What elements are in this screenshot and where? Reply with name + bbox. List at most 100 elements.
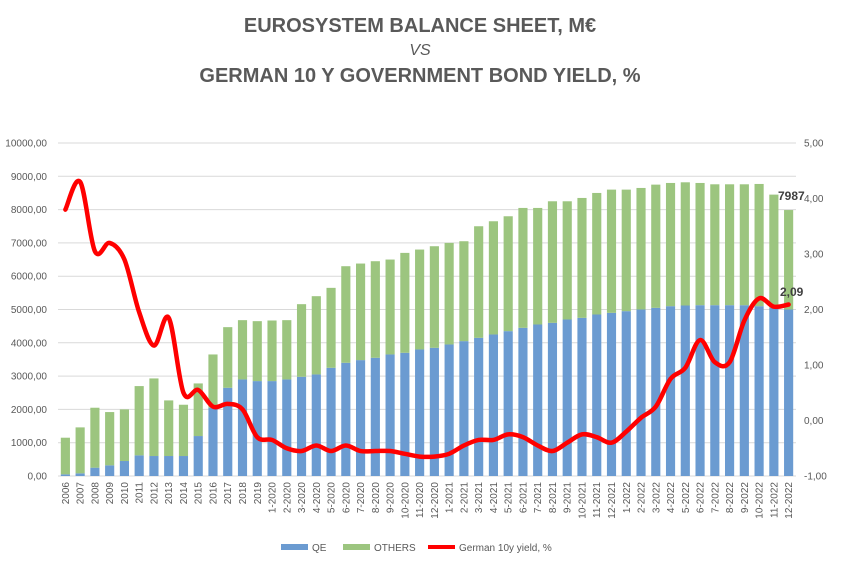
x-tick-label: 5-2020 bbox=[327, 482, 338, 514]
bar-qe bbox=[105, 465, 115, 476]
bar-qe bbox=[178, 456, 189, 476]
bar-others bbox=[503, 216, 513, 332]
bar-qe bbox=[606, 312, 617, 476]
x-tick-label: 2011 bbox=[135, 482, 146, 504]
bar-others bbox=[444, 242, 454, 345]
bar-qe bbox=[577, 317, 587, 476]
bar-others bbox=[326, 287, 336, 368]
bar-others bbox=[193, 383, 203, 437]
bar-qe bbox=[370, 357, 380, 476]
bar-qe bbox=[474, 337, 484, 476]
y-right-tick-label: 3,00 bbox=[804, 250, 824, 261]
y-left-tick-label: 0,00 bbox=[28, 472, 48, 483]
legend-label-others: OTHERS bbox=[374, 543, 416, 554]
y-left-tick-label: 4000,00 bbox=[11, 338, 48, 349]
bars bbox=[60, 182, 794, 476]
bar-others bbox=[415, 249, 425, 350]
bar-qe bbox=[164, 456, 174, 476]
bar-qe bbox=[754, 306, 764, 476]
bar-qe bbox=[503, 331, 513, 476]
x-tick-label: 1-2022 bbox=[622, 482, 633, 514]
x-tick-label: 11-2021 bbox=[592, 482, 603, 518]
y-right-axis: -1,00 0,00 1,00 2,00 3,00 4,00 5,00 bbox=[804, 139, 827, 483]
bar-others bbox=[223, 327, 233, 388]
bar-qe bbox=[739, 305, 749, 476]
x-tick-label: 7-2022 bbox=[710, 482, 721, 514]
y-left-tick-label: 3000,00 bbox=[11, 372, 48, 383]
bar-others bbox=[356, 263, 366, 361]
y-right-tick-label: 5,00 bbox=[804, 139, 824, 150]
bar-qe bbox=[415, 349, 425, 476]
bar-others bbox=[75, 427, 85, 474]
bar-qe bbox=[282, 379, 292, 476]
x-tick-label: 9-2021 bbox=[563, 482, 574, 514]
bar-others bbox=[341, 266, 351, 363]
bar-others bbox=[725, 184, 735, 306]
bar-qe bbox=[341, 362, 351, 476]
bar-qe bbox=[725, 305, 735, 476]
bar-others bbox=[651, 184, 661, 308]
x-tick-label: 10-2020 bbox=[400, 482, 411, 519]
x-tick-label: 2019 bbox=[253, 482, 264, 505]
y-right-tick-label: 2,00 bbox=[804, 305, 824, 316]
x-tick-label: 2017 bbox=[223, 482, 234, 505]
bar-others bbox=[577, 197, 587, 318]
bar-others bbox=[621, 189, 631, 312]
bar-qe bbox=[592, 314, 602, 476]
x-tick-label: 10-2022 bbox=[755, 482, 766, 519]
bar-qe bbox=[459, 341, 469, 476]
x-tick-label: 2008 bbox=[90, 482, 101, 505]
bar-qe bbox=[769, 307, 779, 476]
bar-others bbox=[636, 187, 646, 310]
x-tick-label: 2012 bbox=[149, 482, 160, 505]
bar-others bbox=[178, 404, 189, 457]
legend-label-yield: German 10y yield, % bbox=[459, 543, 552, 554]
bar-qe bbox=[237, 379, 248, 476]
x-tick-label: 11-2022 bbox=[769, 482, 780, 518]
legend-label-qe: QE bbox=[312, 543, 327, 554]
x-tick-label: 2018 bbox=[238, 482, 249, 505]
x-tick-label: 4-2021 bbox=[489, 482, 500, 514]
bar-qe bbox=[651, 307, 661, 476]
chart-title-vs: VS bbox=[409, 42, 431, 59]
bar-others bbox=[400, 252, 410, 353]
last-bar-total-label: 7987 bbox=[778, 189, 805, 203]
bar-qe bbox=[429, 347, 439, 476]
x-tick-label: 2014 bbox=[179, 482, 190, 505]
y-left-tick-label: 1000,00 bbox=[11, 438, 48, 449]
bar-qe bbox=[695, 305, 705, 476]
x-axis: 2006 2007 2008 2009 2010 2011 2012 2013 2014 2015… bbox=[61, 482, 795, 519]
yield-line bbox=[63, 178, 791, 460]
x-tick-label: 1-2021 bbox=[445, 482, 456, 514]
x-tick-label: 12-2022 bbox=[784, 482, 795, 519]
bar-qe bbox=[680, 305, 690, 476]
bar-qe bbox=[75, 473, 85, 476]
bar-qe bbox=[562, 319, 572, 476]
bar-others bbox=[282, 320, 292, 380]
bar-others bbox=[267, 320, 277, 382]
bar-qe bbox=[356, 360, 366, 476]
legend: QE OTHERS German 10y yield, % bbox=[281, 543, 552, 554]
x-tick-label: 2-2021 bbox=[459, 482, 470, 514]
bar-others bbox=[665, 182, 676, 307]
x-tick-label: 2-2022 bbox=[637, 482, 648, 514]
y-left-tick-label: 9000,00 bbox=[11, 172, 48, 183]
x-tick-label: 7-2020 bbox=[356, 482, 367, 514]
x-tick-label: 2013 bbox=[164, 482, 175, 505]
y-right-tick-label: 4,00 bbox=[804, 194, 824, 205]
bar-qe bbox=[134, 455, 144, 476]
bar-qe bbox=[400, 352, 410, 476]
x-tick-label: 8-2022 bbox=[725, 482, 736, 514]
x-tick-label: 3-2021 bbox=[474, 482, 485, 514]
bar-others bbox=[710, 184, 720, 306]
x-tick-label: 10-2021 bbox=[577, 482, 588, 519]
bar-others bbox=[533, 207, 543, 325]
bar-others bbox=[680, 182, 690, 306]
bar-others bbox=[60, 437, 70, 475]
bar-qe bbox=[193, 436, 203, 476]
bar-others bbox=[769, 194, 779, 308]
x-tick-label: 6-2022 bbox=[696, 482, 707, 514]
x-tick-label: 4-2022 bbox=[666, 482, 677, 514]
y-right-tick-label: 0,00 bbox=[804, 416, 824, 427]
bar-others bbox=[459, 241, 469, 342]
